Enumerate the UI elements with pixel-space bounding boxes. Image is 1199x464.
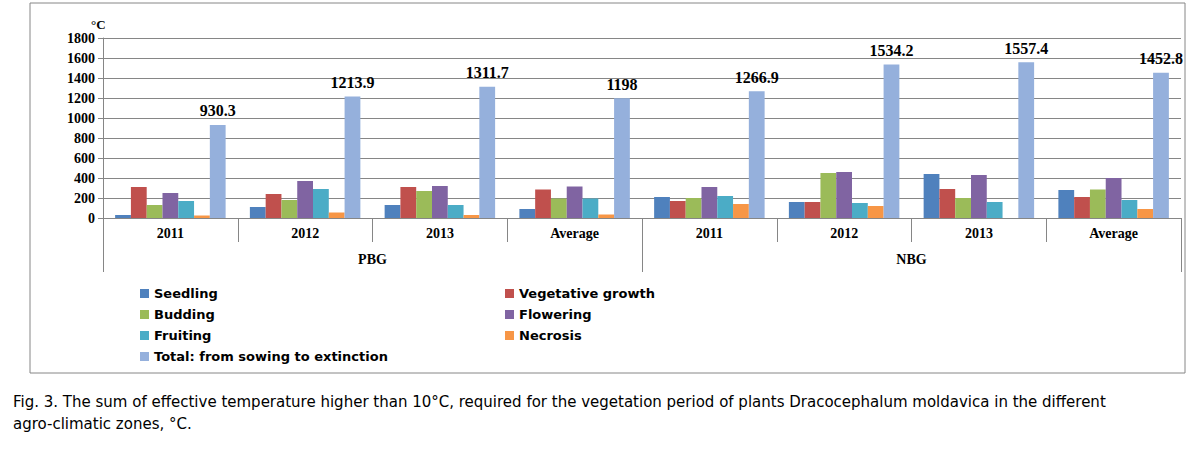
svg-text:1452.8: 1452.8: [1139, 50, 1183, 67]
svg-text:Fig. 3. The sum of effective t: Fig. 3. The sum of effective temperature…: [13, 393, 1111, 411]
svg-text:°C: °C: [91, 17, 106, 33]
svg-text:600: 600: [74, 151, 95, 166]
svg-text:1213.9: 1213.9: [330, 74, 374, 91]
svg-text:1311.7: 1311.7: [466, 64, 509, 81]
svg-text:Fruiting: Fruiting: [154, 328, 211, 343]
svg-text:Total: from sowing to extincti: Total: from sowing to extinction: [154, 349, 388, 364]
svg-text:Vegetative growth: Vegetative growth: [519, 286, 655, 301]
svg-text:Necrosis: Necrosis: [519, 328, 582, 343]
svg-text:930.3: 930.3: [200, 102, 236, 119]
svg-text:1600: 1600: [67, 51, 95, 66]
svg-text:1800: 1800: [67, 31, 95, 46]
svg-text:1266.9: 1266.9: [735, 69, 779, 86]
svg-text:0: 0: [88, 211, 95, 226]
svg-text:PBG: PBG: [358, 252, 387, 267]
svg-text:2012: 2012: [291, 226, 319, 241]
svg-text:400: 400: [74, 171, 95, 186]
svg-text:1534.2: 1534.2: [869, 42, 913, 59]
svg-text:Budding: Budding: [154, 307, 215, 322]
svg-text:Flowering: Flowering: [519, 307, 592, 322]
svg-text:agro-climatic zones, °C.: agro-climatic zones, °C.: [13, 415, 192, 433]
svg-text:1557.4: 1557.4: [1004, 40, 1048, 57]
svg-text:1400: 1400: [67, 71, 95, 86]
svg-text:200: 200: [74, 191, 95, 206]
svg-text:1200: 1200: [67, 91, 95, 106]
svg-text:Seedling: Seedling: [154, 286, 218, 301]
svg-text:2011: 2011: [157, 226, 184, 241]
svg-text:2013: 2013: [965, 226, 993, 241]
svg-text:1198: 1198: [606, 76, 637, 93]
svg-text:Average: Average: [550, 226, 599, 241]
svg-text:2013: 2013: [426, 226, 454, 241]
svg-text:800: 800: [74, 131, 95, 146]
svg-text:Average: Average: [1089, 226, 1138, 241]
svg-text:2011: 2011: [696, 226, 723, 241]
svg-text:1000: 1000: [67, 111, 95, 126]
svg-text:2012: 2012: [830, 226, 858, 241]
svg-text:NBG: NBG: [896, 252, 926, 267]
